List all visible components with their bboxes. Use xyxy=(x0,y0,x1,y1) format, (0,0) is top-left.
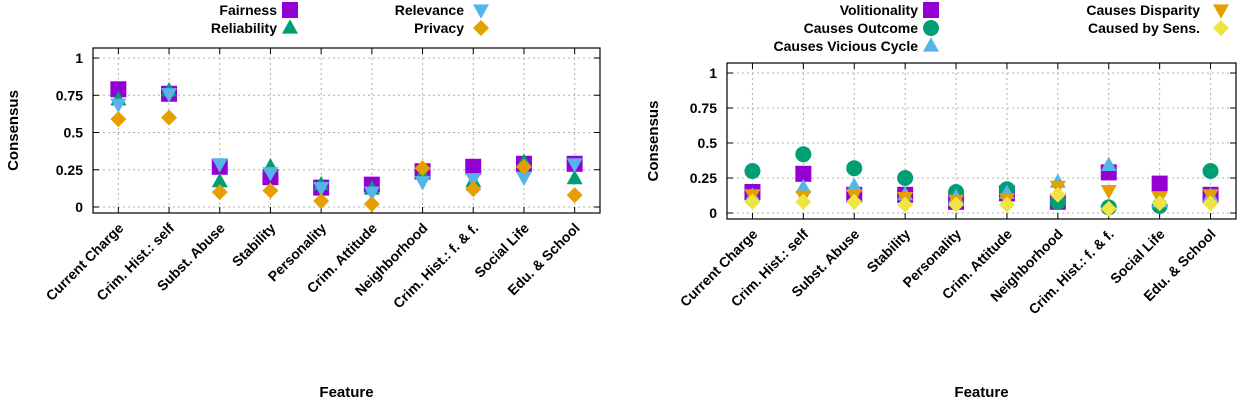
data-point xyxy=(465,181,482,198)
legend-marker xyxy=(282,19,298,34)
data-point xyxy=(211,172,228,188)
y-tick-label: 0.5 xyxy=(64,125,84,141)
series-causes-outcome xyxy=(744,146,1219,216)
data-point xyxy=(1100,200,1117,217)
x-tick-label: Crim. Hist.: f. & f. xyxy=(390,220,482,312)
legend-marker xyxy=(473,20,489,36)
data-point xyxy=(795,165,812,182)
data-point xyxy=(262,167,279,182)
y-tick-label: 0 xyxy=(75,199,83,215)
legend-marker xyxy=(923,37,939,52)
x-tick-label: Crim. Hist.: f. & f. xyxy=(1025,226,1117,318)
data-point xyxy=(846,193,863,210)
legend-marker xyxy=(282,2,298,18)
y-tick-label: 1 xyxy=(75,50,83,66)
data-point xyxy=(363,196,380,213)
series-privacy xyxy=(110,109,583,213)
data-point xyxy=(566,187,583,204)
data-point xyxy=(1100,185,1117,200)
data-point xyxy=(262,182,279,199)
x-tick-label: Stability xyxy=(229,220,279,270)
y-tick-label: 1 xyxy=(709,65,717,81)
series-causes-vicious-cycle xyxy=(744,156,1219,208)
series-volitionality xyxy=(744,164,1219,210)
legend-label: Caused by Sens. xyxy=(1088,20,1200,36)
data-point xyxy=(948,196,965,213)
legend-marker xyxy=(923,2,939,18)
legend-marker xyxy=(1213,20,1229,36)
data-point xyxy=(465,158,482,175)
plot-frame xyxy=(92,47,601,214)
data-point xyxy=(211,158,228,173)
data-point xyxy=(846,160,863,177)
data-point xyxy=(566,158,583,173)
data-point xyxy=(110,111,127,128)
y-tick-label: 0.5 xyxy=(698,135,718,151)
series-fairness xyxy=(110,81,583,196)
data-point xyxy=(465,173,482,188)
data-point xyxy=(1202,195,1219,212)
data-point xyxy=(110,81,127,98)
data-point xyxy=(897,196,914,213)
legend-marker xyxy=(473,4,489,19)
y-axis-label: Consensus xyxy=(645,101,662,182)
data-point xyxy=(1202,163,1219,179)
data-point xyxy=(1151,175,1168,192)
y-axis-label: Consensus xyxy=(5,90,22,171)
data-point xyxy=(161,109,178,126)
data-point xyxy=(363,186,380,201)
legend-label: Fairness xyxy=(219,2,277,18)
plot-frame xyxy=(726,62,1237,220)
data-point xyxy=(795,179,812,194)
legend-label: Causes Disparity xyxy=(1086,2,1200,18)
data-point xyxy=(110,98,127,113)
y-tick-label: 0 xyxy=(709,205,717,221)
data-point xyxy=(211,184,228,201)
series-causes-disparity xyxy=(744,180,1219,210)
data-point xyxy=(566,169,583,185)
data-point xyxy=(744,193,761,210)
data-point xyxy=(515,158,532,175)
data-point xyxy=(897,170,914,186)
data-point xyxy=(414,160,431,177)
x-axis-label: Feature xyxy=(954,384,1008,400)
y-tick-label: 0.75 xyxy=(56,87,83,103)
data-point xyxy=(414,176,431,191)
data-point xyxy=(313,182,330,197)
legend-label: Relevance xyxy=(395,2,464,18)
data-point xyxy=(744,163,761,179)
data-point xyxy=(795,193,812,210)
x-tick-label: Stability xyxy=(863,226,913,276)
y-tick-label: 0.75 xyxy=(690,100,717,116)
y-tick-label: 0.25 xyxy=(56,162,83,178)
data-point xyxy=(1151,195,1168,212)
x-axis-label: Feature xyxy=(319,384,373,400)
data-point xyxy=(1049,186,1066,203)
data-point xyxy=(846,177,863,192)
data-point xyxy=(998,196,1015,213)
series-reliability xyxy=(110,81,583,195)
legend-label: Volitionality xyxy=(840,2,919,18)
y-tick-label: 0.25 xyxy=(690,170,717,186)
data-point xyxy=(1100,156,1117,171)
legend-marker xyxy=(1213,4,1229,19)
legend-label: Causes Outcome xyxy=(804,20,919,36)
data-point xyxy=(515,171,532,186)
legend-label: Reliability xyxy=(211,20,277,36)
data-point xyxy=(795,146,812,163)
legend-marker xyxy=(923,20,939,36)
series-relevance xyxy=(110,88,583,201)
data-point xyxy=(161,88,178,103)
legend-label: Privacy xyxy=(414,20,464,36)
series-caused-by-sens- xyxy=(744,186,1219,217)
legend-label: Causes Vicious Cycle xyxy=(774,38,919,54)
data-point xyxy=(313,193,330,210)
